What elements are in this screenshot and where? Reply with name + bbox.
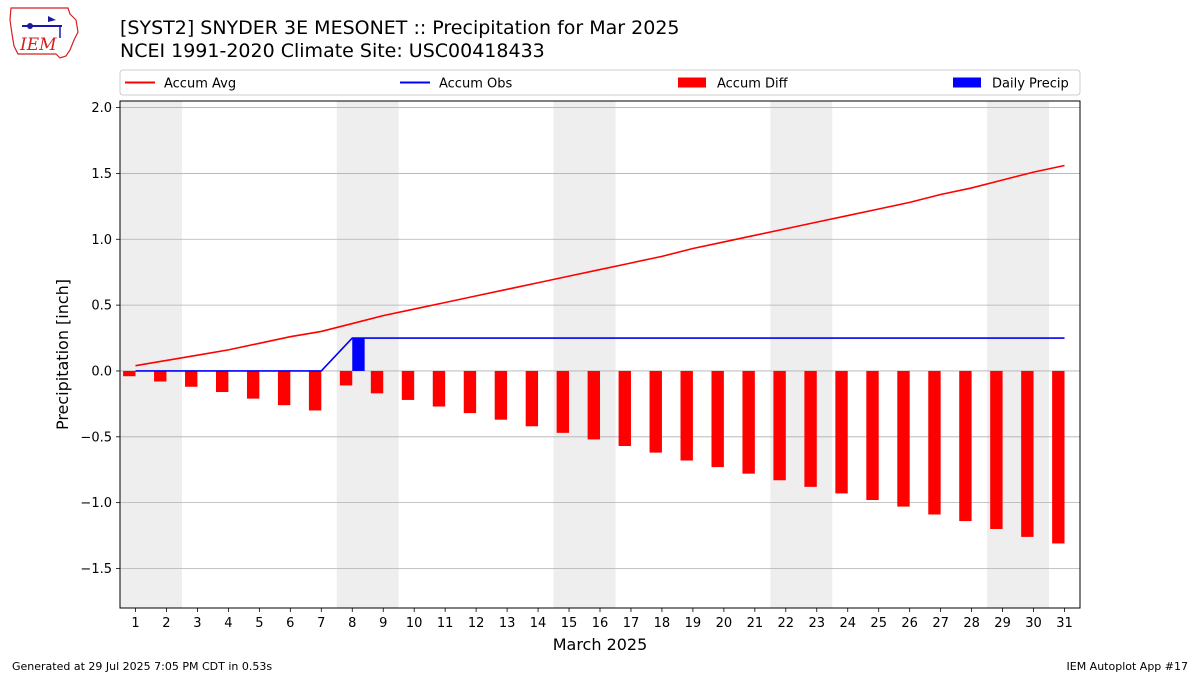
x-tick-label: 16 bbox=[592, 616, 609, 631]
y-tick-label: −0.5 bbox=[80, 430, 112, 445]
accum-avg-line bbox=[135, 164, 1065, 367]
legend-box bbox=[119, 69, 1081, 96]
accum-diff-bar bbox=[928, 370, 941, 515]
accum-diff-bar bbox=[649, 370, 662, 453]
accum-diff-bar bbox=[185, 370, 198, 387]
x-tick-label: 22 bbox=[778, 616, 795, 631]
logo-text: IEM bbox=[19, 35, 57, 55]
x-tick-label: 18 bbox=[654, 616, 671, 631]
x-tick-label: 2 bbox=[162, 616, 170, 631]
x-tick-label: 5 bbox=[255, 616, 263, 631]
accum-obs-line bbox=[135, 337, 1065, 372]
y-tick-label: 1.5 bbox=[91, 167, 112, 182]
accum-diff-bar bbox=[618, 370, 631, 447]
accum-diff-bar bbox=[401, 370, 415, 400]
accum-diff-bar bbox=[742, 370, 755, 474]
x-tick-label: 1 bbox=[131, 616, 139, 631]
x-tick-label: 28 bbox=[963, 616, 980, 631]
weekend-band bbox=[987, 101, 1050, 608]
accum-diff-bar bbox=[216, 370, 229, 393]
x-tick-label: 21 bbox=[747, 616, 764, 631]
accum-diff-bar bbox=[525, 370, 539, 427]
accum-diff-bar bbox=[711, 370, 724, 468]
legend-label: Accum Obs bbox=[439, 77, 512, 92]
legend-label: Accum Avg bbox=[164, 77, 236, 92]
legend-swatch-bar bbox=[953, 77, 981, 88]
legend-label: Accum Diff bbox=[717, 77, 789, 92]
weekend-band bbox=[770, 101, 833, 608]
x-tick-label: 19 bbox=[685, 616, 702, 631]
y-tick-label: 2.0 bbox=[91, 101, 112, 116]
accum-diff-bar bbox=[866, 370, 879, 501]
x-tick-label: 4 bbox=[224, 616, 232, 631]
accum-diff-bar bbox=[494, 370, 508, 420]
chart-title: [SYST2] SNYDER 3E MESONET :: Precipitati… bbox=[120, 17, 680, 39]
accum-diff-bar bbox=[773, 370, 786, 481]
legend-label: Daily Precip bbox=[992, 77, 1069, 92]
x-tick-label: 23 bbox=[809, 616, 826, 631]
x-tick-label: 15 bbox=[561, 616, 578, 631]
accum-diff-bar bbox=[804, 370, 817, 487]
accum-diff-bar bbox=[277, 370, 291, 406]
accum-diff-bar bbox=[123, 370, 136, 377]
weekend-band bbox=[336, 101, 399, 608]
accum-diff-bar bbox=[308, 370, 322, 411]
x-tick-label: 11 bbox=[437, 616, 454, 631]
x-tick-label: 20 bbox=[716, 616, 733, 631]
x-tick-label: 3 bbox=[193, 616, 201, 631]
accum-diff-bar bbox=[246, 370, 260, 399]
accum-diff-bar bbox=[370, 370, 384, 394]
y-tick-label: 0.5 bbox=[91, 299, 112, 314]
x-tick-label: 9 bbox=[379, 616, 387, 631]
accum-diff-bar bbox=[339, 370, 353, 386]
plot-frame bbox=[119, 100, 1081, 609]
x-tick-label: 31 bbox=[1056, 616, 1073, 631]
accum-diff-bar bbox=[556, 370, 570, 433]
x-tick-label: 12 bbox=[468, 616, 485, 631]
accum-diff-bar bbox=[154, 370, 167, 382]
accum-diff-bar bbox=[1021, 370, 1034, 537]
app-credit: IEM Autoplot App #17 bbox=[1066, 660, 1189, 673]
x-tick-label: 8 bbox=[348, 616, 356, 631]
accum-diff-bar bbox=[897, 370, 910, 507]
x-tick-label: 27 bbox=[932, 616, 949, 631]
accum-diff-bar bbox=[680, 370, 693, 461]
accum-diff-bar bbox=[463, 370, 477, 414]
x-tick-label: 30 bbox=[1025, 616, 1042, 631]
accum-diff-bar bbox=[432, 370, 446, 407]
x-tick-label: 25 bbox=[870, 616, 887, 631]
y-tick-label: 0.0 bbox=[91, 364, 112, 379]
x-tick-label: 26 bbox=[901, 616, 918, 631]
x-tick-label: 14 bbox=[530, 616, 547, 631]
x-tick-label: 29 bbox=[994, 616, 1011, 631]
x-tick-label: 7 bbox=[317, 616, 325, 631]
weekend-band bbox=[120, 101, 182, 608]
y-tick-label: 1.0 bbox=[91, 233, 112, 248]
x-tick-label: 6 bbox=[286, 616, 294, 631]
y-tick-label: −1.5 bbox=[80, 562, 112, 577]
y-tick-label: −1.0 bbox=[80, 496, 112, 511]
daily-precip-bar bbox=[352, 338, 365, 371]
accum-diff-bar bbox=[587, 370, 600, 440]
x-tick-label: 10 bbox=[406, 616, 423, 631]
y-axis-label: Precipitation [inch] bbox=[53, 279, 72, 430]
x-tick-label: 13 bbox=[499, 616, 516, 631]
chart-subtitle: NCEI 1991-2020 Climate Site: USC00418433 bbox=[120, 40, 545, 62]
x-axis-label: March 2025 bbox=[553, 635, 648, 654]
x-tick-label: 24 bbox=[839, 616, 856, 631]
accum-diff-bar bbox=[835, 370, 848, 494]
weekend-band bbox=[553, 101, 616, 608]
iem-logo-icon: IEM bbox=[9, 7, 79, 59]
accum-diff-bar bbox=[1052, 370, 1065, 544]
chart-title-block: [SYST2] SNYDER 3E MESONET :: Precipitati… bbox=[120, 17, 680, 63]
x-tick-label: 17 bbox=[623, 616, 640, 631]
legend-swatch-bar bbox=[678, 77, 706, 88]
generated-timestamp: Generated at 29 Jul 2025 7:05 PM CDT in … bbox=[12, 660, 273, 673]
accum-diff-bar bbox=[959, 370, 972, 522]
accum-diff-bar bbox=[990, 370, 1003, 529]
